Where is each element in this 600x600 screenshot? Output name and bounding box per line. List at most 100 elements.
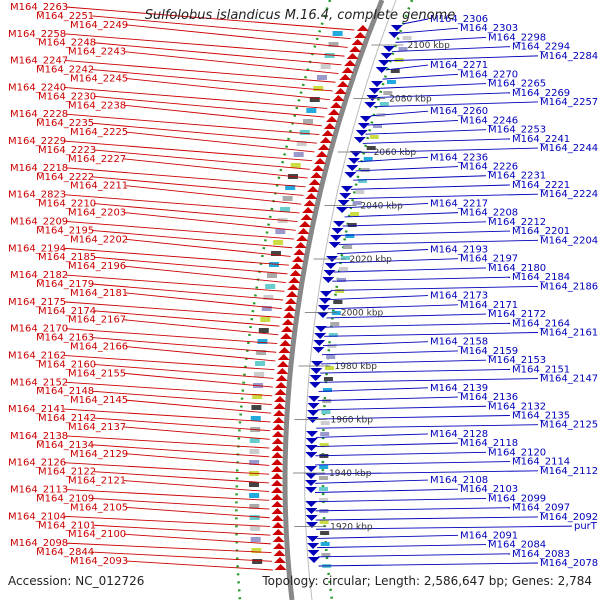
left-gene-label[interactable]: M164_2160 bbox=[38, 359, 96, 370]
right-gene-label[interactable]: M164_2136 bbox=[460, 392, 518, 403]
right-gene-label[interactable]: M164_2120 bbox=[488, 447, 546, 458]
left-gene-label[interactable]: M164_2155 bbox=[68, 368, 126, 379]
left-gene-label[interactable]: M164_2148 bbox=[36, 386, 94, 397]
right-gene-label[interactable]: M164_2257 bbox=[540, 97, 598, 108]
right-gene-label[interactable]: M164_2161 bbox=[540, 327, 598, 338]
left-gene-label[interactable]: M164_2098 bbox=[10, 538, 68, 549]
right-gene-label[interactable]: M164_2128 bbox=[430, 429, 488, 440]
right-gene-label[interactable]: M164_2083 bbox=[512, 549, 570, 560]
left-gene-label[interactable]: M164_2166 bbox=[70, 342, 128, 353]
right-gene-label[interactable]: M164_2217 bbox=[430, 198, 488, 209]
right-gene-label[interactable]: M164_2226 bbox=[460, 162, 518, 173]
left-gene-label[interactable]: M164_2218 bbox=[10, 163, 68, 174]
left-gene-label[interactable]: M164_2823 bbox=[8, 190, 66, 201]
right-gene-label[interactable]: M164_2147 bbox=[540, 374, 598, 385]
left-gene-label[interactable]: M164_2179 bbox=[36, 279, 94, 290]
left-gene-label[interactable]: M164_2101 bbox=[38, 520, 96, 531]
right-gene-label[interactable]: M164_2201 bbox=[512, 226, 570, 237]
left-gene-label[interactable]: M164_2243 bbox=[68, 47, 126, 58]
right-gene-label[interactable]: M164_2092 bbox=[540, 512, 598, 523]
left-gene-label[interactable]: M164_2126 bbox=[8, 458, 66, 469]
right-gene-label[interactable]: M164_2244 bbox=[540, 143, 598, 154]
right-gene-label[interactable]: M164_2269 bbox=[512, 88, 570, 99]
right-gene-label[interactable]: M164_2097 bbox=[512, 503, 570, 514]
right-gene-label[interactable]: M164_2125 bbox=[540, 420, 598, 431]
left-gene-label[interactable]: M164_2182 bbox=[10, 270, 68, 281]
left-gene-label[interactable]: M164_2235 bbox=[36, 118, 94, 129]
left-gene-label[interactable]: M164_2238 bbox=[68, 100, 126, 111]
left-gene-label[interactable]: M164_2121 bbox=[68, 476, 126, 487]
right-gene-label[interactable]: M164_2171 bbox=[460, 300, 518, 311]
right-gene-label[interactable]: M164_2078 bbox=[540, 558, 598, 569]
right-gene-label[interactable]: M164_2236 bbox=[430, 152, 488, 163]
right-gene-label[interactable]: M164_2180 bbox=[488, 263, 546, 274]
left-gene-label[interactable]: M164_2242 bbox=[36, 65, 94, 76]
right-gene-label[interactable]: M164_2173 bbox=[430, 291, 488, 302]
right-gene-label[interactable]: M164_2224 bbox=[540, 189, 598, 200]
right-gene-label[interactable]: M164_2246 bbox=[460, 115, 518, 126]
left-gene-label[interactable]: M164_2100 bbox=[68, 529, 126, 540]
right-gene-label[interactable]: M164_2186 bbox=[540, 281, 598, 292]
left-gene-label[interactable]: M164_2263 bbox=[10, 2, 68, 13]
left-gene-label[interactable]: M164_2175 bbox=[8, 297, 66, 308]
left-gene-label[interactable]: M164_2228 bbox=[10, 109, 68, 120]
left-gene-label[interactable]: M164_2248 bbox=[38, 38, 96, 49]
left-gene-label[interactable]: M164_2093 bbox=[70, 556, 128, 567]
left-gene-label[interactable]: M164_2247 bbox=[10, 56, 68, 67]
right-gene-label[interactable]: M164_2208 bbox=[460, 208, 518, 219]
left-gene-label[interactable]: M164_2194 bbox=[8, 243, 66, 254]
left-gene-label[interactable]: M164_2109 bbox=[36, 493, 94, 504]
right-gene-label[interactable]: M164_2132 bbox=[488, 401, 546, 412]
left-gene-label[interactable]: M164_2251 bbox=[36, 11, 94, 22]
right-gene-label[interactable]: M164_2284 bbox=[540, 51, 598, 62]
left-gene-label[interactable]: M164_2163 bbox=[36, 333, 94, 344]
right-gene-label[interactable]: M164_2270 bbox=[460, 69, 518, 80]
right-gene-label[interactable]: purT bbox=[574, 521, 598, 532]
left-gene-label[interactable]: M164_2137 bbox=[68, 422, 126, 433]
left-gene-label[interactable]: M164_2196 bbox=[68, 261, 126, 272]
right-gene-label[interactable]: M164_2108 bbox=[430, 475, 488, 486]
left-gene-label[interactable]: M164_2122 bbox=[38, 467, 96, 478]
right-gene-label[interactable]: M164_2103 bbox=[460, 484, 518, 495]
right-gene-label[interactable]: M164_2099 bbox=[488, 493, 546, 504]
right-gene-label[interactable]: M164_2298 bbox=[488, 32, 546, 43]
left-gene-label[interactable]: M164_2104 bbox=[8, 511, 66, 522]
left-gene-label[interactable]: M164_2249 bbox=[70, 20, 128, 31]
right-gene-label[interactable]: M164_2221 bbox=[512, 180, 570, 191]
left-gene-label[interactable]: M164_2195 bbox=[36, 225, 94, 236]
right-gene-label[interactable]: M164_2139 bbox=[430, 383, 488, 394]
left-gene-label[interactable]: M164_2202 bbox=[70, 234, 128, 245]
left-gene-label[interactable]: M164_2230 bbox=[38, 91, 96, 102]
left-gene-label[interactable]: M164_2134 bbox=[36, 440, 94, 451]
right-gene-label[interactable]: M164_2184 bbox=[512, 272, 570, 283]
right-gene-label[interactable]: M164_2159 bbox=[460, 346, 518, 357]
left-gene-label[interactable]: M164_2113 bbox=[10, 485, 68, 496]
left-gene-label[interactable]: M164_2229 bbox=[8, 136, 66, 147]
left-gene-label[interactable]: M164_2222 bbox=[36, 172, 94, 183]
left-gene-label[interactable]: M164_2138 bbox=[10, 431, 68, 442]
right-gene-label[interactable]: M164_2197 bbox=[460, 254, 518, 265]
left-gene-label[interactable]: M164_2129 bbox=[70, 449, 128, 460]
right-gene-label[interactable]: M164_2204 bbox=[540, 235, 598, 246]
right-gene-label[interactable]: M164_2164 bbox=[512, 318, 570, 329]
right-gene-label[interactable]: M164_2212 bbox=[488, 217, 546, 228]
right-gene-label[interactable]: M164_2084 bbox=[488, 540, 546, 551]
right-gene-label[interactable]: M164_2118 bbox=[460, 438, 518, 449]
right-gene-label[interactable]: M164_2091 bbox=[460, 530, 518, 541]
left-gene-label[interactable]: M164_2142 bbox=[38, 413, 96, 424]
left-gene-label[interactable]: M164_2145 bbox=[70, 395, 128, 406]
left-gene-label[interactable]: M164_2162 bbox=[8, 350, 66, 361]
right-gene-label[interactable]: M164_2241 bbox=[512, 134, 570, 145]
right-gene-label[interactable]: M164_2306 bbox=[430, 14, 488, 25]
left-gene-label[interactable]: M164_2167 bbox=[68, 315, 126, 326]
left-gene-label[interactable]: M164_2240 bbox=[8, 82, 66, 93]
right-gene-label[interactable]: M164_2112 bbox=[540, 466, 598, 477]
right-gene-label[interactable]: M164_2303 bbox=[460, 23, 518, 34]
right-gene-label[interactable]: M164_2135 bbox=[512, 410, 570, 421]
left-gene-label[interactable]: M164_2209 bbox=[10, 216, 68, 227]
left-gene-label[interactable]: M164_2152 bbox=[10, 377, 68, 388]
left-gene-label[interactable]: M164_2181 bbox=[70, 288, 128, 299]
right-gene-label[interactable]: M164_2231 bbox=[488, 171, 546, 182]
right-gene-label[interactable]: M164_2158 bbox=[430, 337, 488, 348]
left-gene-label[interactable]: M164_2258 bbox=[8, 29, 66, 40]
